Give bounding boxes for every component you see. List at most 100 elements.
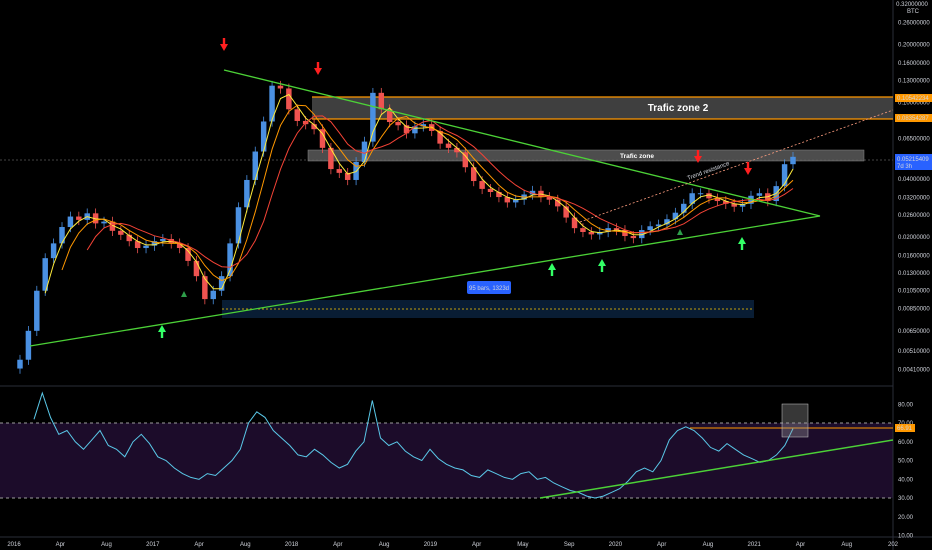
candle-47 xyxy=(412,126,418,134)
candle-33 xyxy=(294,109,301,121)
price-tick-12: 0.01050000 xyxy=(898,289,930,295)
rsi-tick-6: 20.00 xyxy=(898,515,914,521)
price-tick-5: 0.06500000 xyxy=(898,136,930,142)
candle-23 xyxy=(210,290,216,300)
candle-26 xyxy=(235,207,242,244)
rsi-tick-2: 60.00 xyxy=(898,440,914,446)
candle-12 xyxy=(118,230,124,235)
candle-73 xyxy=(630,236,637,239)
candle-5 xyxy=(59,227,65,244)
candle-2 xyxy=(34,290,40,331)
candle-1 xyxy=(25,330,32,360)
candle-41 xyxy=(361,141,368,162)
arrows xyxy=(158,38,752,338)
price-tick-6: 0.04000000 xyxy=(898,177,930,183)
candle-42 xyxy=(370,92,376,142)
candle-91 xyxy=(781,164,788,187)
candle-32 xyxy=(286,88,292,110)
candle-11 xyxy=(109,221,116,231)
time-tick-14: Apr xyxy=(657,542,666,548)
candle-53 xyxy=(462,152,469,168)
price-tick-4: 0.10000000 xyxy=(898,100,930,106)
candle-79 xyxy=(681,203,687,213)
candle-30 xyxy=(269,85,275,122)
price-tick-3: 0.13000000 xyxy=(898,78,930,84)
candle-37 xyxy=(328,147,334,170)
price-ticks: 0.26000000 0.20000000 0.16000000 0.13000000… xyxy=(898,20,930,373)
price-tick-15: 0.00510000 xyxy=(898,349,930,355)
candle-67 xyxy=(580,228,586,232)
rsi-line xyxy=(33,391,794,499)
candle-6 xyxy=(67,216,74,228)
time-tick-18: Aug xyxy=(841,542,852,548)
time-tick-3: 2017 xyxy=(146,542,160,548)
candle-81 xyxy=(697,193,704,195)
candle-85 xyxy=(731,203,737,207)
top-price-label: 0.32000000 xyxy=(896,2,928,8)
candle-36 xyxy=(319,129,326,148)
rsi-value-text: 66.91 xyxy=(897,426,913,432)
time-tick-7: Apr xyxy=(333,542,342,548)
traffic-zone-1-label: Trafic zone xyxy=(620,153,654,160)
rsi-tick-4: 40.00 xyxy=(898,477,914,483)
candle-31 xyxy=(277,85,284,89)
candle-70 xyxy=(605,228,611,232)
candle-78 xyxy=(672,212,679,220)
candle-83 xyxy=(714,198,721,202)
candle-39 xyxy=(344,172,351,180)
rsi-tick-0: 80.00 xyxy=(898,402,914,408)
candle-51 xyxy=(445,143,452,148)
time-tick-6: 2018 xyxy=(285,542,299,548)
candle-38 xyxy=(336,169,343,173)
zone2-top-badge xyxy=(895,94,932,102)
down-arrow-head-0 xyxy=(220,44,228,51)
up-arrow-stem-0 xyxy=(160,331,164,338)
candle-59 xyxy=(512,199,519,203)
price-tick-9: 0.02000000 xyxy=(898,235,930,241)
rsi-tick-5: 30.00 xyxy=(898,496,914,502)
candle-16 xyxy=(151,241,158,246)
rsi-value-badge xyxy=(895,424,915,432)
ma-line-2 xyxy=(86,115,794,268)
candle-66 xyxy=(571,217,578,229)
bars-range-badge xyxy=(467,281,511,294)
candle-52 xyxy=(454,147,460,153)
down-arrow-stem-0 xyxy=(222,38,226,45)
ma-line-1 xyxy=(61,104,794,282)
candle-76 xyxy=(655,224,662,227)
candle-14 xyxy=(134,241,141,249)
time-tick-12: Sep xyxy=(564,542,575,548)
unit-label: BTC xyxy=(907,9,920,15)
candle-28 xyxy=(252,151,258,180)
candle-58 xyxy=(504,197,511,203)
down-arrow-stem-2 xyxy=(696,150,700,157)
price-panel[interactable] xyxy=(0,0,893,385)
price-tick-1: 0.20000000 xyxy=(898,42,930,48)
up-arrow-stem-1 xyxy=(550,269,554,276)
candle-22 xyxy=(202,276,208,300)
traffic-zone-1 xyxy=(307,149,865,162)
candle-13 xyxy=(126,234,132,242)
rsi-highlight-box xyxy=(781,403,809,438)
candle-77 xyxy=(664,219,670,225)
candle-64 xyxy=(555,199,561,207)
traffic-zone-2-label: Trafic zone 2 xyxy=(648,103,709,114)
ma-line-0 xyxy=(44,93,794,294)
small-marker-1 xyxy=(677,229,683,235)
candle-35 xyxy=(311,124,317,130)
candle-27 xyxy=(244,179,250,208)
candle-63 xyxy=(546,197,553,200)
down-arrow-stem-3 xyxy=(746,162,750,169)
zone2-bottom-badge-text: 0.08354287 xyxy=(897,116,929,122)
rsi-tick-7: 10.00 xyxy=(898,534,914,540)
candle-46 xyxy=(403,125,410,134)
current-price-badge xyxy=(895,154,932,170)
time-tick-15: Aug xyxy=(703,542,714,548)
time-tick-16: 2021 xyxy=(748,542,762,548)
candle-80 xyxy=(689,193,695,204)
price-tick-14: 0.00650000 xyxy=(898,329,930,335)
up-arrow-head-3 xyxy=(738,237,746,244)
candle-0 xyxy=(17,359,23,369)
